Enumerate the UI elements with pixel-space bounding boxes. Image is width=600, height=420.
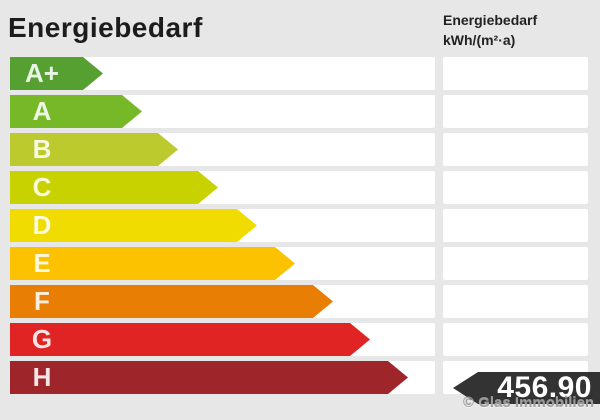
- band-label: F: [34, 286, 50, 316]
- page-title: Energiebedarf: [8, 12, 203, 43]
- band-arrow-A+: A+: [10, 57, 103, 90]
- scale-row-A: A: [0, 95, 600, 128]
- band-label: A+: [25, 58, 59, 88]
- value-indicator-tag: 456.90: [453, 372, 600, 404]
- scale-row-D: D: [0, 209, 600, 242]
- scale-row-C: C: [0, 171, 600, 204]
- band-label: A: [32, 96, 52, 126]
- scale-row-F: F: [0, 285, 600, 318]
- band-label: C: [32, 172, 52, 202]
- unit-header-line1: Energiebedarf: [443, 12, 538, 28]
- value-column-cell: [443, 95, 588, 128]
- unit-header-line2: kWh/(m²·a): [443, 32, 516, 48]
- band-label: D: [32, 210, 52, 240]
- band-arrow-B: B: [10, 133, 178, 166]
- band-label: H: [32, 362, 52, 392]
- band-label: E: [33, 248, 51, 278]
- band-label: G: [31, 324, 53, 354]
- unit-header: Energiebedarf kWh/(m²·a): [443, 10, 537, 50]
- scale-row-A+: A+: [0, 57, 600, 90]
- band-arrow-C: C: [10, 171, 218, 204]
- value-column-cell: [443, 323, 588, 356]
- value-column-cell: [443, 247, 588, 280]
- scale-row-B: B: [0, 133, 600, 166]
- band-arrow-G: G: [10, 323, 370, 356]
- band-arrow-F: F: [10, 285, 333, 318]
- value-column-cell: [443, 285, 588, 318]
- band-arrow-E: E: [10, 247, 295, 280]
- scale-row-G: G: [0, 323, 600, 356]
- band-arrow-H: H: [10, 361, 408, 394]
- value-column-cell: [443, 57, 588, 90]
- band-arrow-D: D: [10, 209, 257, 242]
- band-label: B: [32, 134, 52, 164]
- band-arrow-A: A: [10, 95, 142, 128]
- scale-row-H: H: [0, 361, 600, 394]
- indicated-value: 456.90: [497, 371, 592, 404]
- value-column-cell: [443, 209, 588, 242]
- scale-row-E: E: [0, 247, 600, 280]
- watermark: © Glas Immobilien: [463, 394, 595, 411]
- value-column-cell: [443, 171, 588, 204]
- value-column-cell: [443, 133, 588, 166]
